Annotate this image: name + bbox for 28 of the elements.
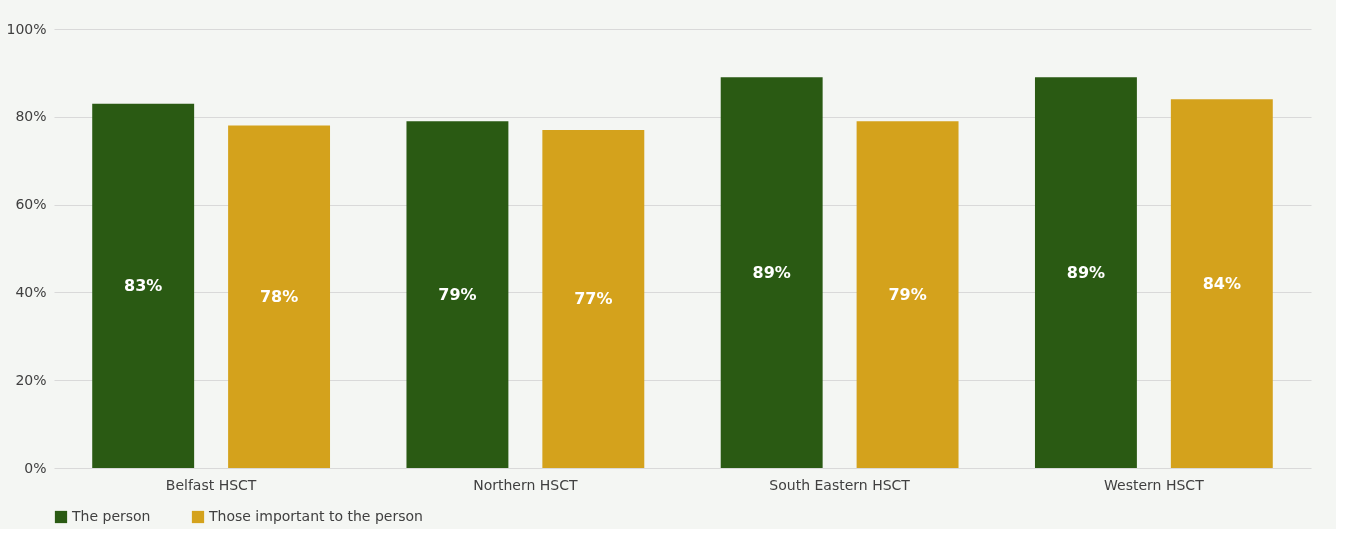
- bar: [542, 129, 645, 468]
- legend-label: Those important to the person: [208, 508, 423, 524]
- x-tick-label: Belfast HSCT: [165, 476, 257, 493]
- data-label: 84%: [1202, 273, 1241, 293]
- data-label: 79%: [438, 284, 477, 304]
- bar: [228, 125, 331, 468]
- data-label: 78%: [259, 286, 299, 306]
- bar: [1034, 77, 1137, 468]
- data-label: 89%: [752, 262, 791, 282]
- bar: [856, 121, 959, 468]
- data-label: 77%: [574, 288, 613, 308]
- legend-label: The person: [71, 508, 151, 524]
- y-tick-label: 80%: [15, 108, 47, 125]
- bar: [1170, 99, 1273, 468]
- y-tick-label: 60%: [15, 196, 47, 213]
- data-label: 79%: [888, 284, 927, 304]
- y-tick-label: 0%: [24, 459, 47, 476]
- y-tick-label: 100%: [6, 20, 47, 37]
- x-tick-label: Western HSCT: [1104, 476, 1205, 493]
- x-tick-label: South Eastern HSCT: [769, 476, 911, 493]
- data-label: 83%: [124, 275, 163, 295]
- y-tick-label: 40%: [15, 283, 47, 300]
- data-label: 89%: [1066, 262, 1106, 282]
- y-tick-label: 20%: [15, 371, 47, 388]
- bar: [406, 121, 509, 468]
- x-tick-label: Northern HSCT: [473, 476, 578, 493]
- bar: [92, 103, 195, 468]
- bar: [720, 77, 823, 468]
